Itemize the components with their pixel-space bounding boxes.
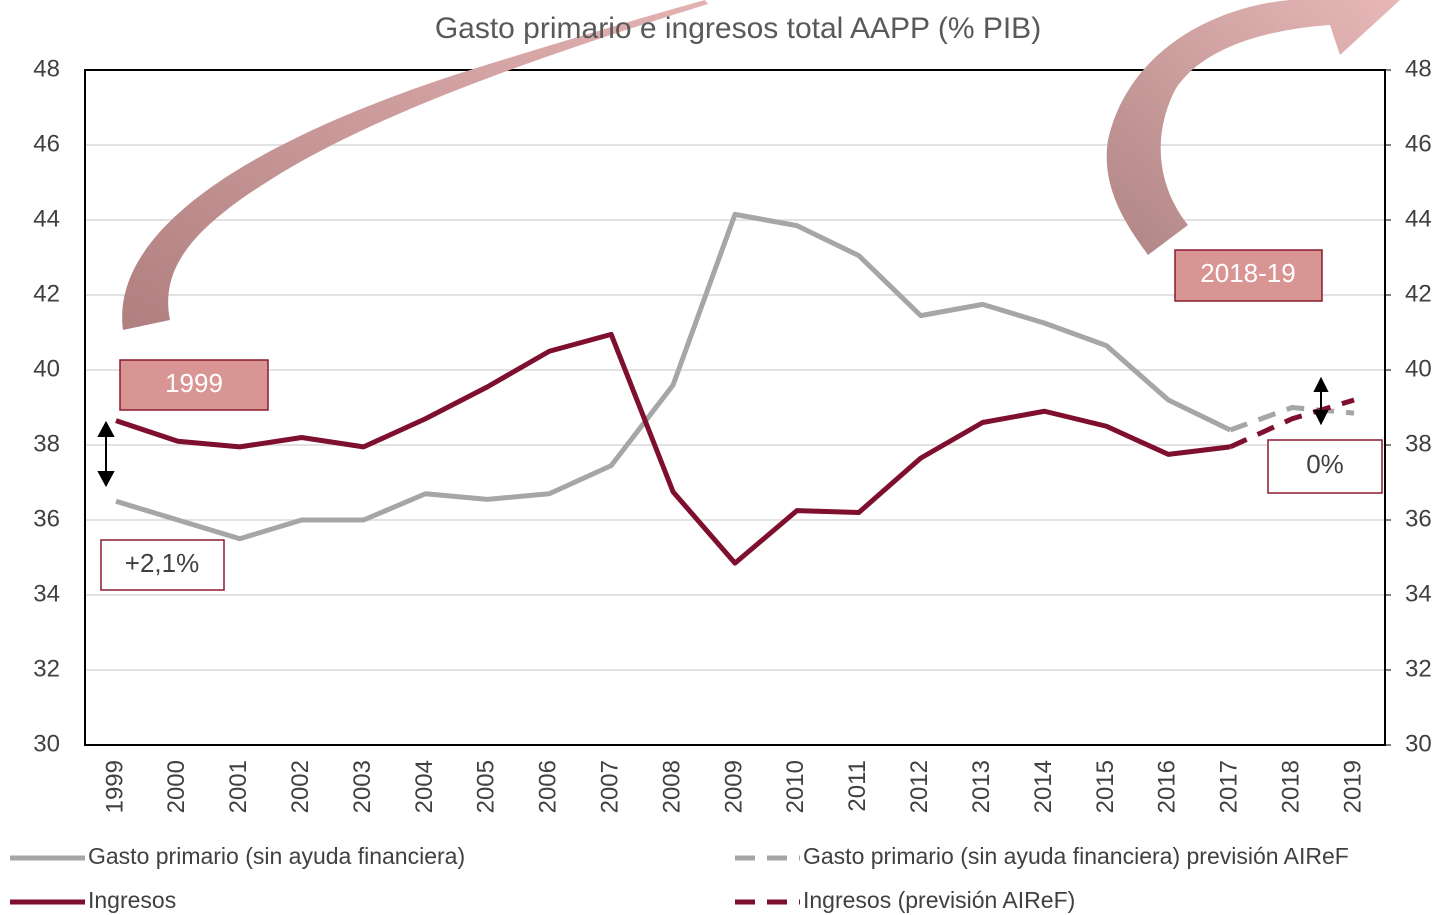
x-tick-label: 2009 xyxy=(720,760,747,813)
x-tick-label: 2008 xyxy=(658,760,685,813)
legend-label: Gasto primario (sin ayuda financiera) xyxy=(88,843,465,869)
x-tick-label: 2015 xyxy=(1092,760,1119,813)
y2-tick-label: 44 xyxy=(1405,205,1432,232)
legend-label: Ingresos (previsión AIReF) xyxy=(803,887,1075,913)
y-tick-label: 36 xyxy=(33,505,60,532)
annotation-box xyxy=(1267,439,1383,494)
annotation-box xyxy=(100,539,225,591)
annotation: +2,1% xyxy=(125,548,199,578)
series-line xyxy=(1229,397,1355,450)
x-tick-label: 1999 xyxy=(101,760,128,813)
x-tick-label: 2001 xyxy=(225,760,252,813)
x-tick-label: 2013 xyxy=(968,760,995,813)
annotation-box xyxy=(1174,249,1323,302)
annotation: 2018-19 xyxy=(1200,258,1295,288)
x-tick-label: 2019 xyxy=(1339,760,1366,813)
y-tick-label: 38 xyxy=(33,430,60,457)
legend-label: Gasto primario (sin ayuda financiera) pr… xyxy=(803,843,1349,869)
y2-tick-label: 40 xyxy=(1405,355,1432,382)
y-tick-label: 40 xyxy=(33,355,60,382)
y2-tick-label: 34 xyxy=(1405,580,1432,607)
legend-label: Ingresos xyxy=(88,887,176,913)
x-tick-label: 2016 xyxy=(1154,760,1181,813)
curved-arrow xyxy=(122,0,708,330)
y2-tick-label: 30 xyxy=(1405,730,1432,757)
y2-tick-label: 36 xyxy=(1405,505,1432,532)
x-tick-label: 2011 xyxy=(844,760,871,812)
x-tick-label: 2005 xyxy=(473,760,500,813)
plot-frame xyxy=(84,69,1386,746)
x-tick-label: 2007 xyxy=(597,760,624,813)
y-tick-label: 46 xyxy=(33,130,60,157)
y2-tick-label: 32 xyxy=(1405,655,1432,682)
series-line xyxy=(1229,405,1355,433)
y2-tick-label: 46 xyxy=(1405,130,1432,157)
x-tick-label: 2012 xyxy=(906,760,933,813)
annotation: 1999 xyxy=(165,368,223,398)
x-tick-label: 2003 xyxy=(349,760,376,813)
series-line xyxy=(115,211,1232,542)
y-tick-label: 32 xyxy=(33,655,60,682)
double-arrow xyxy=(97,376,1329,488)
x-tick-label: 2000 xyxy=(163,760,190,813)
x-tick-label: 2014 xyxy=(1030,760,1057,813)
annotation: 0% xyxy=(1306,449,1344,479)
y-tick-label: 44 xyxy=(33,205,60,232)
chart-title: Gasto primario e ingresos total AAPP (% … xyxy=(435,12,1041,45)
y-tick-label: 34 xyxy=(33,580,60,607)
y2-tick-label: 48 xyxy=(1405,55,1432,82)
y2-tick-label: 42 xyxy=(1405,280,1432,307)
curved-arrow xyxy=(1106,0,1400,255)
annotation-box xyxy=(119,359,269,411)
x-tick-label: 2006 xyxy=(535,760,562,813)
x-tick-label: 2017 xyxy=(1216,760,1243,813)
x-tick-label: 2004 xyxy=(411,760,438,813)
x-tick-label: 2018 xyxy=(1277,760,1304,813)
y-tick-label: 48 xyxy=(33,55,60,82)
y2-tick-label: 38 xyxy=(1405,430,1432,457)
x-tick-label: 2002 xyxy=(287,760,314,813)
y-tick-label: 30 xyxy=(33,730,60,757)
y-tick-label: 42 xyxy=(33,280,60,307)
series-line xyxy=(115,331,1231,566)
x-tick-label: 2010 xyxy=(782,760,809,813)
